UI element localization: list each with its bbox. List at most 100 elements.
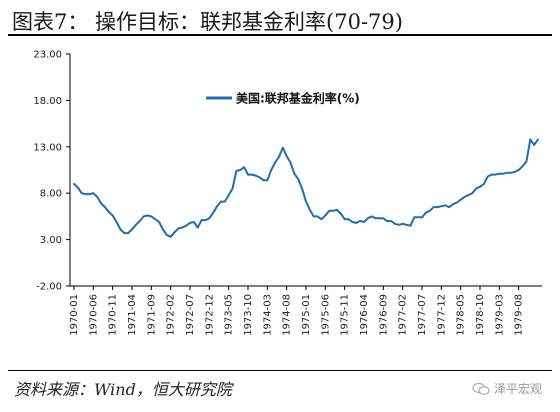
data-point [258,176,261,179]
data-point [239,169,242,171]
x-axis-ticks: 1970-01 1970-06 1970-11 1971-04 1971-09 1972-… [69,286,525,336]
data-point [243,166,246,169]
data-point [162,228,164,231]
data-point [421,216,423,219]
data-point [189,221,191,224]
data-point [204,219,207,222]
chart-legend: 美国:联邦基金利率(%) [206,91,360,106]
data-point [297,178,300,181]
data-point [448,206,450,209]
y-tick-label: 23.00 [33,50,62,61]
y-tick-label: 13.00 [33,142,62,153]
y-tick-label: 18.00 [33,96,62,107]
data-point [301,187,304,190]
data-point [212,211,215,214]
chart-axes [69,54,542,287]
x-tick-label: 1970-06 [88,294,99,336]
data-point [266,179,269,182]
data-point [165,234,168,236]
x-tick-label: 1971-09 [146,294,157,336]
data-point [428,209,431,212]
data-point [131,228,133,231]
data-point [471,192,474,195]
x-tick-label: 1973-05 [224,294,235,336]
data-point [216,205,218,208]
data-point [370,215,373,218]
data-point [479,185,481,188]
data-point [525,160,528,163]
data-point [158,221,160,223]
x-tick-label: 1976-09 [378,294,389,336]
data-point [436,206,439,209]
data-point [510,171,512,174]
data-point [169,235,172,238]
data-point [146,214,149,217]
data-point [227,194,230,196]
data-point [84,193,87,196]
data-point [324,214,327,217]
x-tick-label: 1975-11 [340,294,351,336]
data-point [359,220,362,222]
data-point [73,183,75,185]
data-point [336,209,338,211]
data-point [177,227,180,230]
data-point [92,192,95,195]
x-tick-label: 1971-04 [127,294,138,336]
x-tick-label: 1978-10 [475,294,486,336]
data-point [328,209,331,212]
data-point [254,174,257,177]
data-point [405,223,408,226]
data-point [459,198,462,201]
data-point [440,205,443,208]
title-bar: 图表7： 操作目标：联邦基金利率(70-79) [8,2,552,36]
data-point [529,138,532,141]
data-point [80,192,83,195]
data-point [88,193,91,196]
data-point [432,206,435,209]
data-point [100,202,102,205]
x-tick-label: 1977-12 [436,294,447,336]
y-axis-ticks: 23.00 18.00 13.00 8.00 3.00 -2.00 [33,50,70,293]
chat-bubble-icon [472,382,490,395]
data-point [482,183,485,185]
data-point [111,214,114,217]
data-point [115,221,118,223]
data-point [119,228,122,231]
data-point [417,216,420,219]
source-note: 资料来源：Wind，恒大研究院 [14,380,232,399]
data-point [332,209,334,212]
data-point [320,218,323,221]
data-point [285,155,288,157]
data-point [502,172,505,175]
data-point [231,187,234,190]
data-point [76,186,79,189]
series-line [73,138,539,238]
data-point [107,210,110,213]
data-point [192,221,195,223]
data-point [513,170,516,173]
data-point [394,222,396,225]
data-point [220,200,222,203]
data-point [386,220,389,222]
data-point [316,215,319,218]
x-tick-label: 1977-07 [417,294,428,336]
data-point [312,215,315,218]
data-point [185,224,188,227]
data-point [247,173,249,176]
data-point [444,204,447,207]
x-tick-label: 1975-06 [320,294,331,336]
data-point [154,218,157,221]
data-point [347,218,350,221]
x-tick-label: 1974-08 [282,294,293,336]
data-point [289,161,292,164]
x-tick-label: 1972-07 [185,294,196,336]
data-point [196,226,199,229]
x-tick-label: 1970-11 [108,294,119,336]
data-point [96,196,99,198]
data-point [366,217,369,220]
data-point [173,231,176,234]
data-point [397,223,400,226]
chart-container: 23.00 18.00 13.00 8.00 3.00 -2.00 1970-01 1970… [8,46,552,368]
series-lines [73,138,539,238]
